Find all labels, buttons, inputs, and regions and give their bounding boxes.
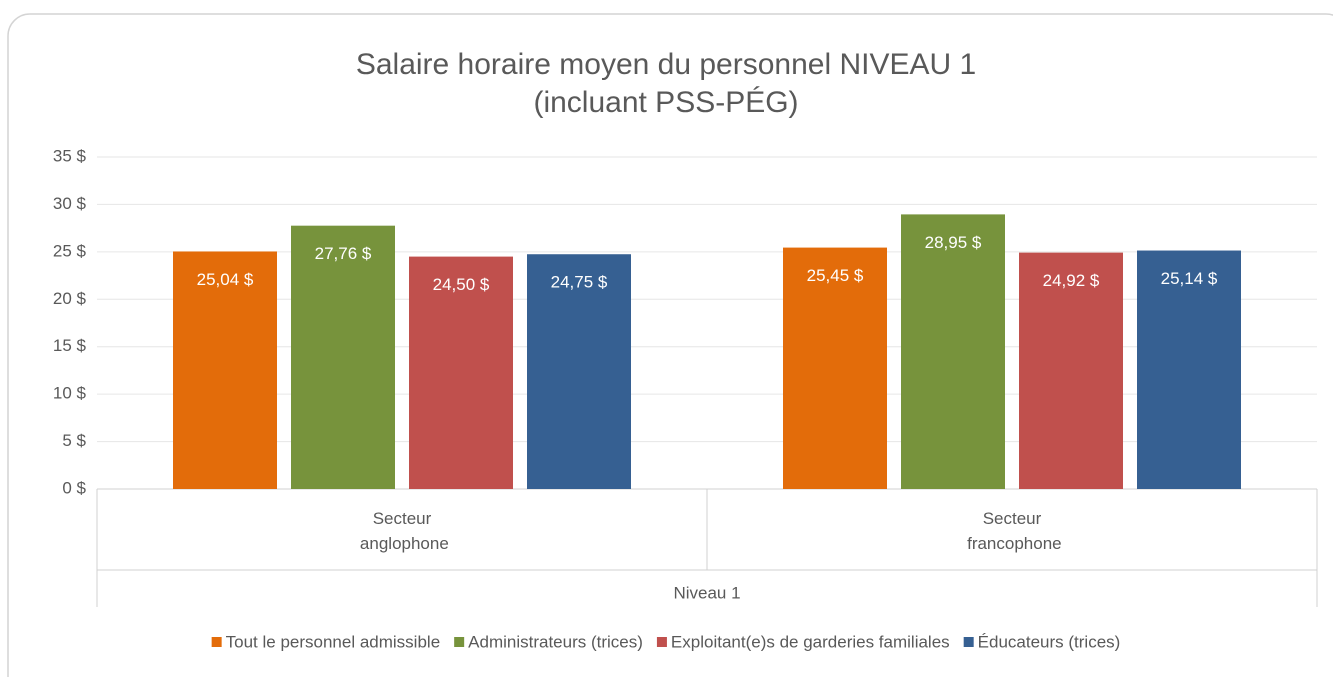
data-label: 24,92 $	[1043, 271, 1100, 290]
legend-swatch	[211, 637, 222, 647]
bar	[173, 251, 277, 489]
legend-label: Exploitant(e)s de garderies familiales	[671, 632, 950, 651]
legend-label: Administrateurs (trices)	[468, 632, 643, 651]
bar	[1137, 250, 1241, 489]
y-tick-label: 30 $	[53, 194, 87, 213]
data-label: 25,04 $	[197, 270, 254, 289]
group-label: Niveau 1	[673, 583, 740, 602]
data-label: 24,75 $	[551, 273, 608, 292]
y-tick-label: 35 $	[53, 146, 87, 165]
chart-title: Salaire horaire moyen du personnel NIVEA…	[356, 48, 976, 81]
data-label: 24,50 $	[433, 275, 490, 294]
y-tick-label: 0 $	[62, 478, 86, 497]
bar	[901, 214, 1005, 490]
bar	[783, 247, 887, 489]
legend-label: Tout le personnel admissible	[226, 632, 441, 651]
chart-border	[7, 13, 1333, 677]
bar	[291, 225, 395, 489]
x-tick-label: Secteur francophone	[962, 509, 1061, 553]
data-label: 25,45 $	[807, 266, 864, 285]
data-label: 27,76 $	[315, 244, 372, 263]
data-label: 28,95 $	[925, 233, 982, 252]
legend-label: Éducateurs (trices)	[978, 632, 1121, 651]
data-label: 25,14 $	[1161, 269, 1218, 288]
x-tick-label: Secteur anglophone	[355, 509, 449, 553]
legend-swatch	[963, 637, 974, 647]
y-tick-label: 15 $	[53, 336, 87, 355]
y-tick-label: 5 $	[62, 431, 86, 450]
legend-swatch	[656, 637, 667, 647]
bar	[527, 254, 631, 489]
chart-subtitle: (incluant PSS-PÉG)	[533, 86, 798, 119]
y-tick-label: 25 $	[53, 241, 87, 260]
bar	[1019, 252, 1123, 489]
y-tick-label: 10 $	[53, 384, 87, 403]
bar	[409, 256, 513, 489]
y-tick-label: 20 $	[53, 289, 87, 308]
legend-swatch	[454, 637, 465, 647]
